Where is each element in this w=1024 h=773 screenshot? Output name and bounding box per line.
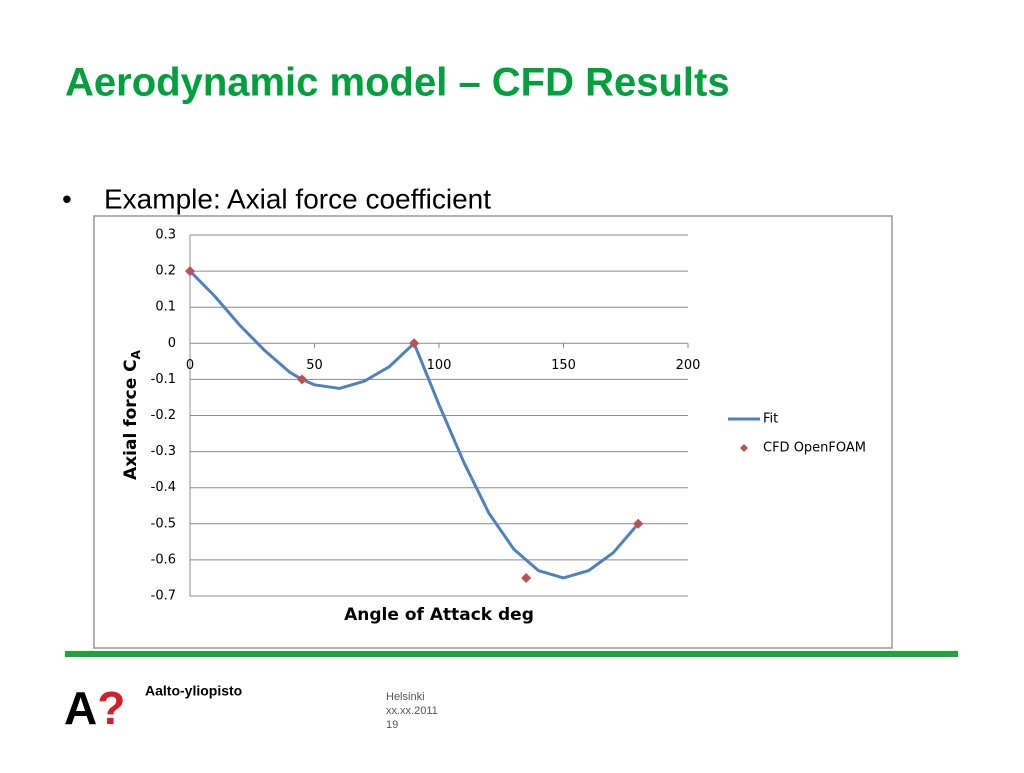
x-tick-label: 200 bbox=[676, 358, 701, 373]
logo: A? bbox=[64, 682, 125, 734]
slide-title: Aerodynamic model – CFD Results bbox=[65, 61, 730, 105]
x-axis-label: Angle of Attack deg bbox=[344, 605, 534, 625]
bullet-dot: • bbox=[62, 183, 72, 214]
y-tick-label: -0.2 bbox=[151, 408, 176, 423]
y-tick-label: -0.4 bbox=[151, 480, 176, 495]
y-label-sub: A bbox=[129, 349, 143, 359]
y-tick-label: -0.3 bbox=[151, 444, 176, 459]
y-tick-label: 0.3 bbox=[155, 228, 176, 243]
data-point bbox=[297, 374, 308, 385]
x-tick-label: 0 bbox=[186, 358, 194, 373]
x-tick-label: 100 bbox=[427, 358, 452, 373]
bullet-text: Example: Axial force coefficient bbox=[104, 183, 491, 214]
logo-a: A bbox=[64, 682, 97, 734]
footer-date: xx.xx.2011 bbox=[386, 705, 438, 717]
data-point bbox=[185, 266, 195, 277]
x-tick-label: 150 bbox=[551, 358, 576, 373]
fit-line bbox=[188, 270, 640, 580]
legend-label: Fit bbox=[763, 412, 778, 427]
footer-place: Helsinki bbox=[386, 691, 425, 703]
data-point bbox=[633, 518, 644, 529]
y-tick-label: 0 bbox=[168, 336, 176, 351]
chart-frame bbox=[93, 215, 893, 649]
y-tick-label: -0.7 bbox=[151, 589, 176, 604]
x-tick-label: 50 bbox=[306, 358, 323, 373]
legend-label: CFD OpenFOAM bbox=[763, 441, 866, 456]
footer-page: 19 bbox=[386, 719, 398, 731]
y-tick-label: 0.1 bbox=[155, 300, 176, 315]
y-axis-label: Axial force CA bbox=[121, 349, 143, 480]
y-tick-label: 0.2 bbox=[155, 264, 176, 279]
data-point bbox=[521, 572, 532, 583]
data-point bbox=[409, 338, 420, 349]
y-tick-label: -0.6 bbox=[151, 552, 176, 567]
legend-key bbox=[740, 444, 748, 452]
y-tick-label: -0.1 bbox=[151, 372, 176, 387]
org-name: Aalto-yliopisto bbox=[145, 683, 242, 699]
divider bbox=[65, 651, 958, 657]
logo-q: ? bbox=[97, 682, 125, 734]
y-tick-label: -0.5 bbox=[151, 516, 176, 531]
y-label-main: Axial force C bbox=[121, 359, 141, 480]
